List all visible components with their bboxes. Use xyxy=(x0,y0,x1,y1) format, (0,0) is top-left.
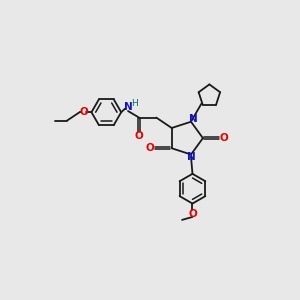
Text: O: O xyxy=(79,107,88,117)
Text: O: O xyxy=(220,133,229,143)
Text: O: O xyxy=(146,143,155,153)
Text: N: N xyxy=(187,152,195,162)
Text: N: N xyxy=(189,114,198,124)
Text: H: H xyxy=(131,99,138,108)
Text: O: O xyxy=(188,209,197,219)
Text: O: O xyxy=(135,131,143,141)
Text: N: N xyxy=(124,102,132,112)
